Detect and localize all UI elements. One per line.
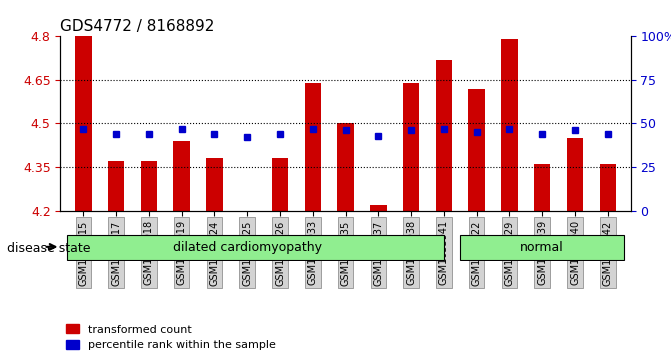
Bar	[338, 123, 354, 211]
Bar	[272, 158, 289, 211]
Bar	[403, 83, 419, 211]
Text: GDS4772 / 8168892: GDS4772 / 8168892	[60, 19, 215, 34]
Bar	[567, 138, 583, 211]
Bar	[174, 141, 190, 211]
Bar	[468, 89, 485, 211]
Text: normal: normal	[521, 241, 564, 254]
Bar	[370, 205, 386, 211]
Bar	[534, 164, 550, 211]
Bar	[108, 161, 124, 211]
Bar	[305, 83, 321, 211]
Bar	[206, 158, 223, 211]
Bar	[600, 164, 616, 211]
Bar	[239, 211, 256, 231]
Bar	[501, 39, 517, 211]
Bar	[75, 36, 91, 211]
Text: dilated cardiomyopathy: dilated cardiomyopathy	[172, 241, 321, 254]
Text: disease state: disease state	[7, 242, 90, 255]
Legend: transformed count, percentile rank within the sample: transformed count, percentile rank withi…	[66, 325, 276, 350]
FancyBboxPatch shape	[67, 236, 444, 260]
FancyBboxPatch shape	[460, 236, 624, 260]
Bar	[141, 161, 157, 211]
Bar	[435, 60, 452, 211]
